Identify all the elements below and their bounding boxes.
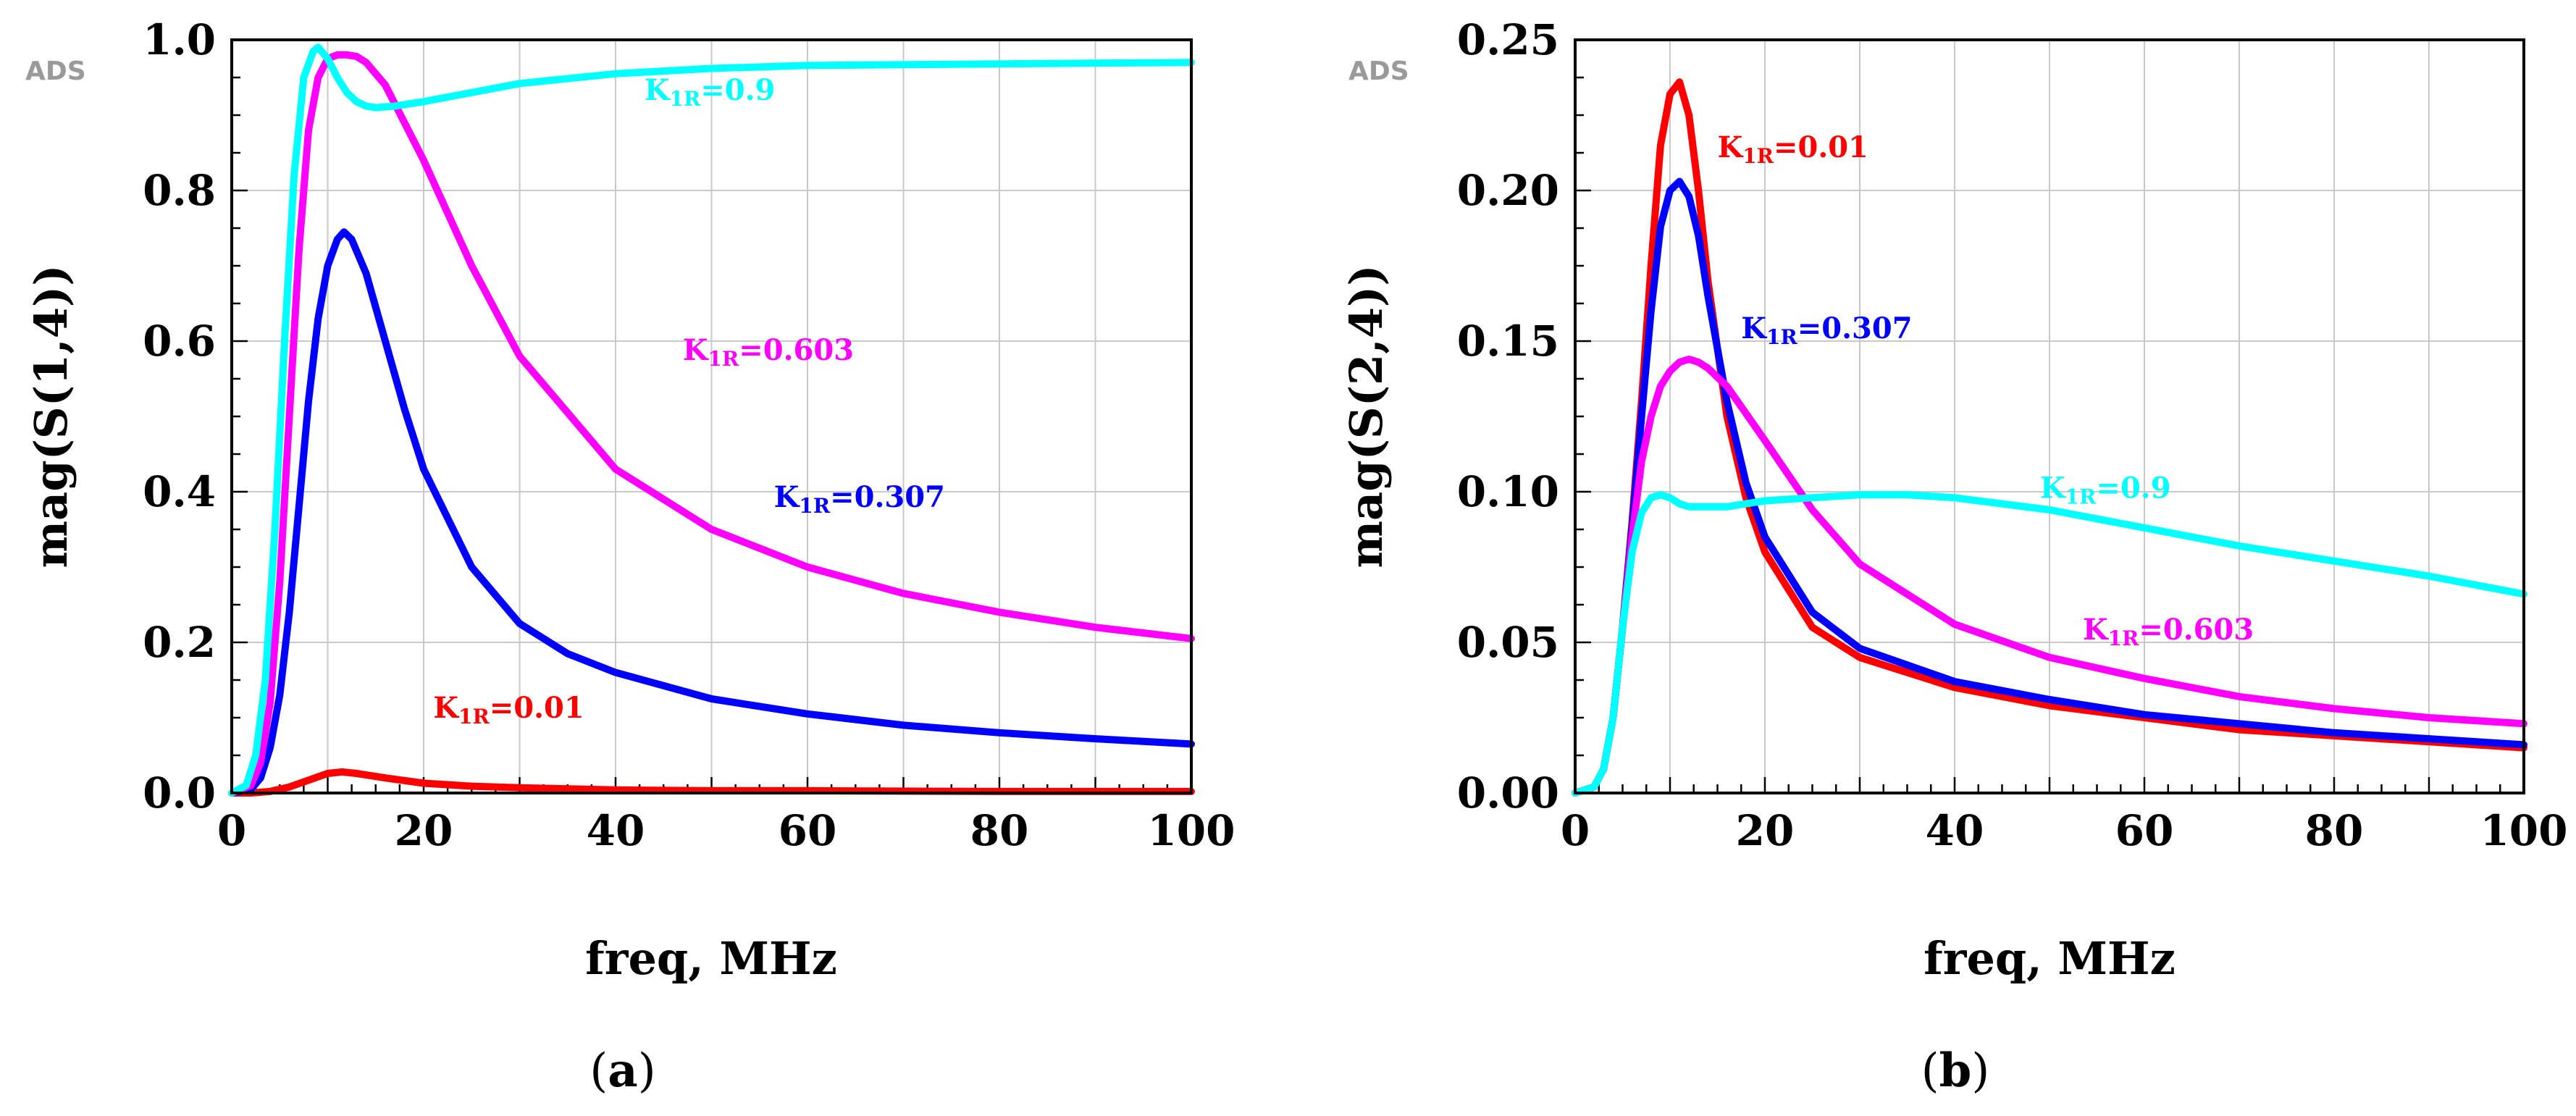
panel-a-series bbox=[228, 43, 1195, 797]
series-label: K1R=0.307 bbox=[1741, 311, 1912, 349]
x-tick-label: 20 bbox=[395, 806, 453, 855]
panel-a-caption: (a) bbox=[590, 1044, 655, 1098]
y-tick-label: 0.05 bbox=[1457, 618, 1559, 667]
panel-b-x-axis-label: freq, MHz bbox=[1923, 932, 2176, 985]
x-tick-label: 20 bbox=[1736, 806, 1795, 855]
y-tick-label: 1.0 bbox=[143, 15, 216, 64]
panel-b-plot-frame bbox=[1574, 38, 2525, 794]
y-tick-label: 0.20 bbox=[1457, 166, 1559, 215]
series-line bbox=[228, 51, 1195, 797]
y-tick-label: 0.25 bbox=[1457, 15, 1559, 64]
series-line bbox=[228, 228, 1195, 797]
series-label: K1R=0.01 bbox=[1718, 130, 1868, 168]
x-tick-label: 80 bbox=[970, 806, 1029, 855]
series-label: K1R=0.603 bbox=[683, 333, 854, 371]
x-tick-label: 0 bbox=[217, 806, 246, 855]
series-line bbox=[1572, 491, 2527, 797]
panel-a-ads-watermark: ADS bbox=[25, 56, 86, 86]
panel-a-y-axis-label: mag(S(1,4)) bbox=[25, 264, 77, 568]
panel-a-x-tick-labels: 0 20 40 60 80 100 bbox=[217, 806, 1235, 855]
panel-b-y-tick-labels: 0.00 0.05 0.10 0.15 0.20 0.25 bbox=[1457, 15, 1559, 818]
x-tick-label: 0 bbox=[1561, 806, 1590, 855]
panel-b-ads-watermark: ADS bbox=[1348, 56, 1409, 86]
x-tick-label: 100 bbox=[1147, 806, 1235, 855]
panel-b-minor-ticks bbox=[1575, 76, 2501, 793]
panel-a-y-tick-labels: 0.0 0.2 0.4 0.6 0.8 1.0 bbox=[143, 15, 216, 818]
panel-a-series-labels: K1R=0.01 K1R=0.307 K1R=0.603 K1R=0.9 bbox=[433, 73, 945, 729]
y-tick-label: 0.8 bbox=[143, 166, 216, 215]
x-tick-label: 80 bbox=[2305, 806, 2364, 855]
series-line bbox=[228, 43, 1195, 797]
y-tick-label: 0.00 bbox=[1457, 768, 1559, 818]
panel-b-x-tick-labels: 0 20 40 60 80 100 bbox=[1561, 806, 2568, 855]
series-label: K1R=0.01 bbox=[433, 691, 584, 729]
series-label: K1R=0.603 bbox=[2083, 613, 2254, 650]
panel-a-plot-frame bbox=[230, 38, 1193, 794]
x-tick-label: 100 bbox=[2480, 806, 2567, 855]
panel-b-series-labels: K1R=0.01 K1R=0.307 K1R=0.603 K1R=0.9 bbox=[1718, 130, 2254, 650]
series-label: K1R=0.9 bbox=[645, 73, 776, 111]
y-tick-label: 0.10 bbox=[1457, 467, 1559, 516]
series-label: K1R=0.9 bbox=[2040, 471, 2171, 508]
panel-a-grid bbox=[232, 40, 1191, 793]
series-line bbox=[228, 768, 1195, 797]
panel-b-caption-letter: b bbox=[1939, 1044, 1972, 1098]
y-tick-label: 0.6 bbox=[143, 316, 216, 366]
series-label: K1R=0.307 bbox=[774, 480, 945, 518]
y-tick-label: 0.4 bbox=[143, 467, 216, 516]
panel-a-x-axis-label: freq, MHz bbox=[585, 932, 837, 985]
x-tick-label: 60 bbox=[2115, 806, 2174, 855]
y-tick-label: 0.0 bbox=[143, 768, 216, 818]
panel-b: 0.00 0.05 0.10 0.15 0.20 0.25 0 20 40 60 80 100 K1… bbox=[1340, 15, 2568, 1098]
panel-a: 0.0 0.2 0.4 0.6 0.8 1.0 0 20 40 60 80 100 K1R=0.01… bbox=[25, 15, 1235, 1098]
panel-b-series bbox=[1572, 78, 2527, 797]
panel-b-caption: (b) bbox=[1921, 1044, 1990, 1098]
x-tick-label: 60 bbox=[779, 806, 837, 855]
x-tick-label: 40 bbox=[1926, 806, 1984, 855]
y-tick-label: 0.15 bbox=[1457, 316, 1559, 366]
panel-a-minor-ticks bbox=[232, 76, 1169, 793]
panel-a-caption-letter: a bbox=[608, 1044, 637, 1098]
x-tick-label: 40 bbox=[587, 806, 645, 855]
panel-b-grid bbox=[1575, 40, 2524, 793]
y-tick-label: 0.2 bbox=[143, 618, 216, 667]
panel-b-y-axis-label: mag(S(2,4)) bbox=[1340, 264, 1393, 568]
